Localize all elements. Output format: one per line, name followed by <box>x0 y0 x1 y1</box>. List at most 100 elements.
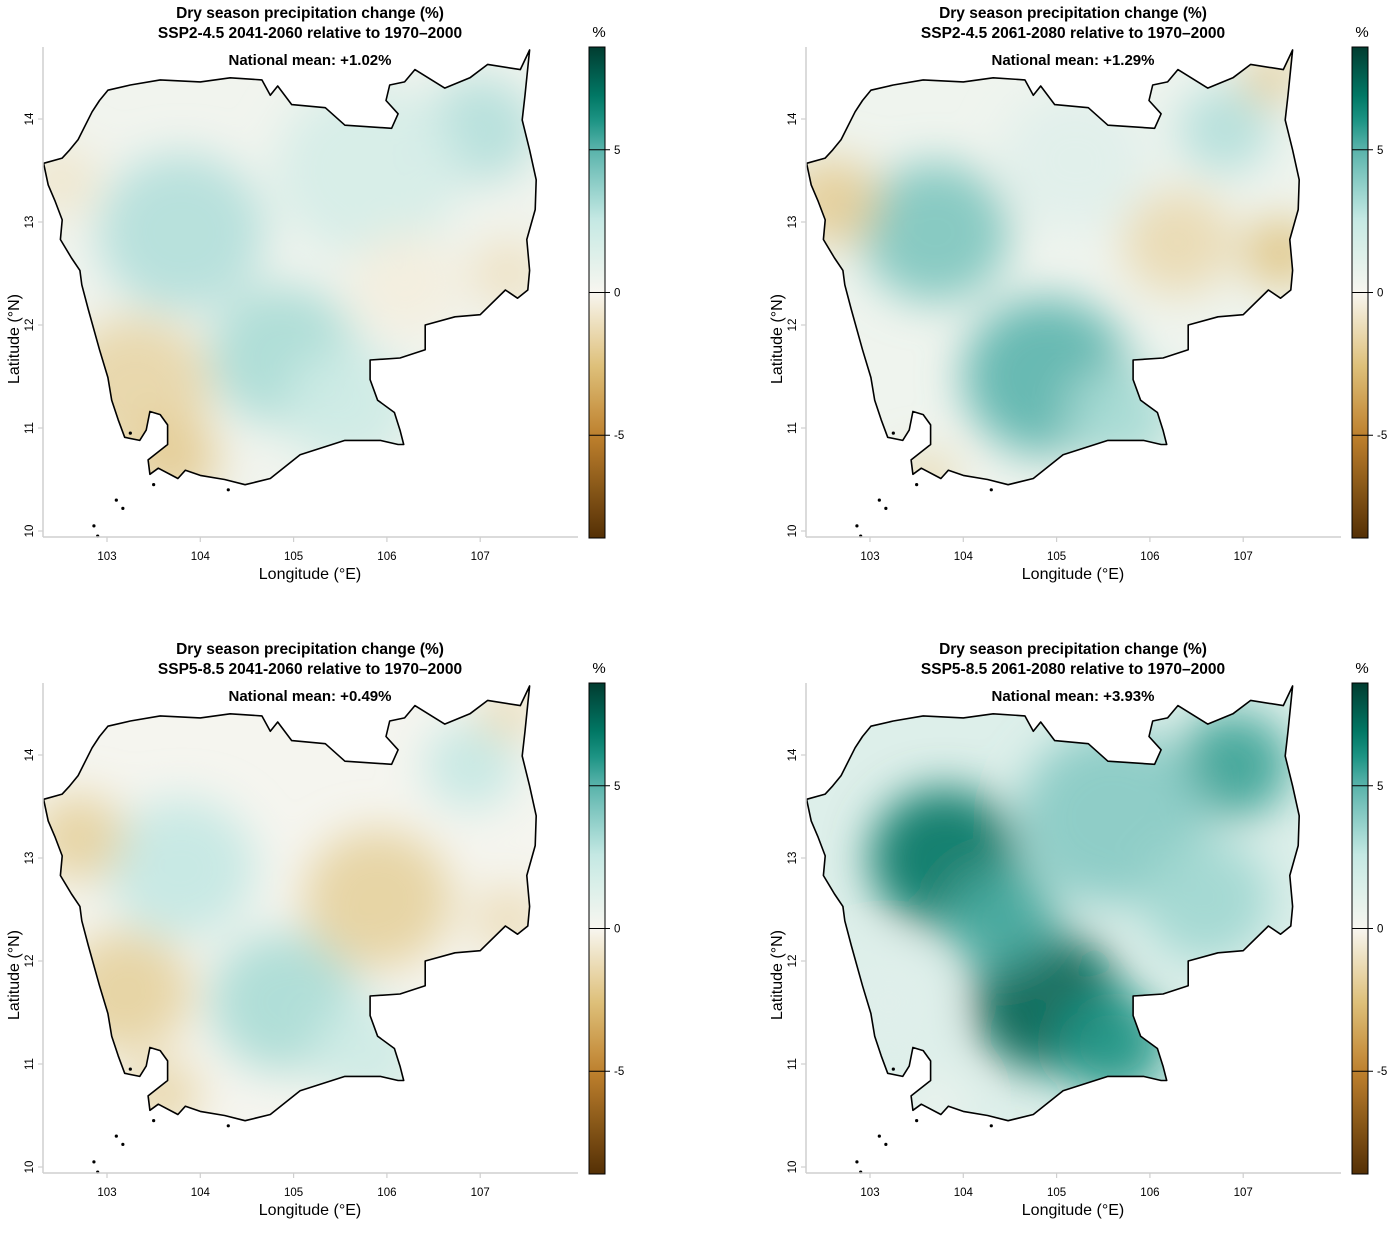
field-blob <box>1140 837 1272 961</box>
x-tick-label: 105 <box>284 551 303 563</box>
field-blob <box>312 1001 425 1107</box>
colorbar-tick-label: 5 <box>614 145 620 157</box>
x-tick-label: 104 <box>954 1187 974 1199</box>
colorbar-tick-label: 5 <box>1377 145 1383 157</box>
island-marker <box>226 1124 230 1128</box>
x-axis-label: Longitude (°E) <box>258 566 362 583</box>
field-blob <box>97 153 266 312</box>
field-blob <box>1177 85 1272 174</box>
field-blob <box>470 238 537 309</box>
island-marker <box>152 1119 156 1123</box>
x-tick-label: 106 <box>1140 551 1159 563</box>
x-tick-label: 107 <box>471 551 490 563</box>
chart-title: Dry season precipitation change (%) <box>176 5 444 22</box>
island-marker <box>92 1160 96 1164</box>
x-tick-label: 106 <box>377 1187 396 1199</box>
island-marker <box>989 488 993 492</box>
island-marker <box>855 1160 859 1164</box>
y-tick-label: 13 <box>24 852 36 865</box>
y-tick-label: 11 <box>787 1058 799 1070</box>
field-blob <box>107 798 257 939</box>
island-marker <box>92 524 96 528</box>
x-tick-label: 104 <box>191 1187 211 1199</box>
field-blob <box>125 1059 201 1121</box>
island-marker <box>114 1134 118 1138</box>
field-blob <box>806 157 880 246</box>
y-tick-label: 10 <box>24 1161 36 1174</box>
island-marker <box>114 498 118 502</box>
field-blob <box>1000 90 1150 231</box>
map-plot: 103 104 105 106 107 10 11 12 13 14 5 0 -5 <box>787 682 1387 1199</box>
colorbar-unit-label: % <box>592 24 606 41</box>
x-tick-label: 105 <box>1047 551 1066 563</box>
field-blob <box>470 884 537 955</box>
country-border <box>42 49 538 486</box>
field-blob <box>897 453 954 485</box>
island-marker <box>989 1124 993 1128</box>
island-marker <box>855 524 859 528</box>
country-fill <box>806 50 1300 485</box>
x-tick-label: 103 <box>97 551 116 563</box>
chart-title: Dry season precipitation change (%) <box>939 641 1207 658</box>
field-blob <box>1065 365 1178 471</box>
colorbar-tick-label: 5 <box>614 781 620 793</box>
x-tick-label: 107 <box>1234 1187 1253 1199</box>
field-blob <box>43 145 98 216</box>
y-tick-label: 13 <box>787 216 799 229</box>
national-mean-annotation: National mean: +3.93% <box>991 688 1155 705</box>
country-border <box>805 49 1301 486</box>
y-tick-label: 10 <box>787 525 799 538</box>
field-blob <box>349 231 462 337</box>
chart-subtitle: SSP2-4.5 2061-2080 relative to 1970–2000 <box>920 25 1226 42</box>
field-blob <box>274 82 462 259</box>
x-tick-label: 103 <box>860 551 879 563</box>
map-panel: Dry season precipitation change (%) SSP5-… <box>763 636 1400 1248</box>
colorbar-tick-label: -5 <box>1377 1066 1387 1078</box>
y-tick-label: 11 <box>24 422 36 434</box>
field-blob <box>907 1078 964 1121</box>
country-border <box>42 685 538 1122</box>
island-marker <box>915 1119 919 1123</box>
precip-change-field <box>43 50 537 485</box>
y-tick-label: 12 <box>24 955 36 968</box>
y-tick-label: 10 <box>787 1161 799 1174</box>
y-tick-label: 14 <box>24 748 36 761</box>
y-tick-label: 12 <box>24 319 36 332</box>
colorbar-unit-label: % <box>592 660 606 677</box>
field-blob <box>60 930 191 1054</box>
y-tick-label: 14 <box>787 748 799 761</box>
x-tick-label: 106 <box>1140 1187 1159 1199</box>
y-tick-label: 13 <box>24 216 36 229</box>
map-panel: Dry season precipitation change (%) SSP2-… <box>763 0 1400 612</box>
field-blob <box>944 867 1057 973</box>
y-tick-label: 11 <box>24 1058 36 1070</box>
field-blob <box>43 793 126 882</box>
map-plot: 103 104 105 106 107 10 11 12 13 14 5 0 -5 <box>24 682 624 1199</box>
colorbar-tick-label: 0 <box>614 288 620 300</box>
island-marker <box>128 431 132 435</box>
y-tick-label: 14 <box>787 112 799 125</box>
field-blob <box>424 721 518 810</box>
national-mean-annotation: National mean: +0.49% <box>228 688 392 705</box>
x-tick-label: 104 <box>954 551 974 563</box>
map-plot: 103 104 105 106 107 10 11 12 13 14 5 0 -5 <box>787 46 1387 563</box>
island-marker <box>121 506 125 510</box>
chart-title: Dry season precipitation change (%) <box>176 641 444 658</box>
national-mean-annotation: National mean: +1.29% <box>991 52 1155 69</box>
field-blob <box>284 346 415 469</box>
island-marker <box>884 1142 888 1146</box>
island-marker <box>884 506 888 510</box>
colorbar-tick-label: -5 <box>614 1066 624 1078</box>
colorbar-tick-label: 5 <box>1377 781 1383 793</box>
chart-subtitle: SSP5-8.5 2061-2080 relative to 1970–2000 <box>920 661 1226 678</box>
y-tick-label: 11 <box>787 422 799 434</box>
x-tick-label: 106 <box>377 551 396 563</box>
island-marker <box>121 1142 125 1146</box>
island-marker <box>891 431 895 435</box>
field-blob <box>832 949 945 1055</box>
x-tick-label: 107 <box>1234 551 1253 563</box>
field-blob <box>1243 51 1300 105</box>
x-tick-label: 105 <box>284 1187 303 1199</box>
x-axis-label: Longitude (°E) <box>1021 1202 1125 1219</box>
island-marker <box>915 483 919 487</box>
